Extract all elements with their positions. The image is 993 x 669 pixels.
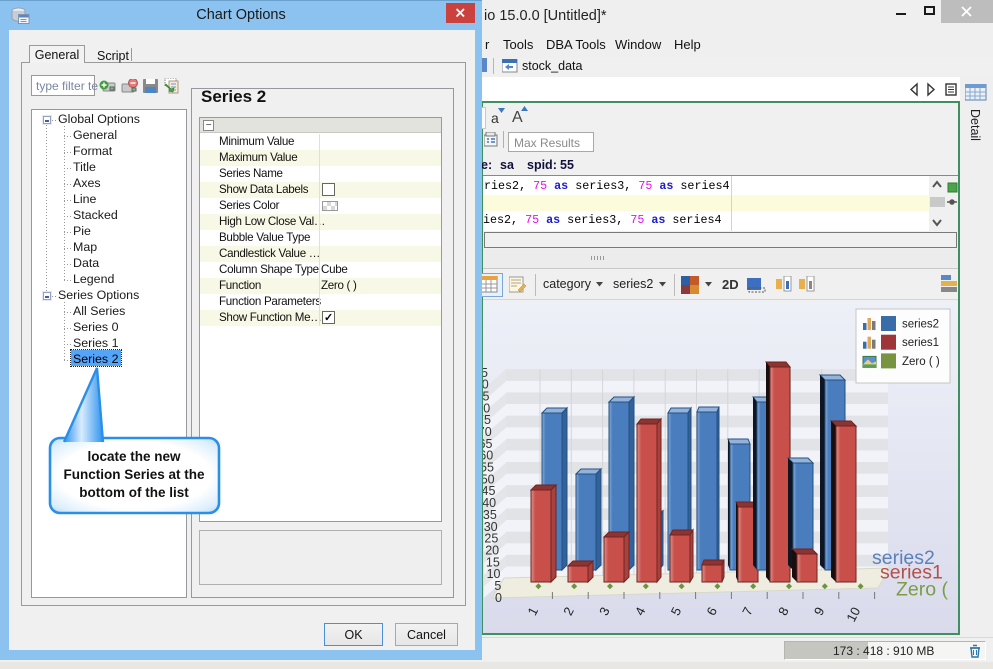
svg-text:4: 4 [632,605,649,618]
svg-text:series1: series1 [902,337,939,349]
svg-text:Zero ( ): Zero ( ) [902,356,940,368]
svg-text:Function Series at the: Function Series at the [63,467,205,482]
svg-text:6: 6 [703,605,720,618]
svg-text:locate the new: locate the new [87,449,181,464]
svg-text:5: 5 [494,579,501,593]
svg-text:75: 75 [483,413,491,427]
svg-text:series2: series2 [872,547,935,569]
svg-text:45: 45 [483,484,495,498]
svg-text:3: 3 [596,605,613,618]
svg-text:70: 70 [483,425,492,439]
svg-text:7: 7 [739,605,756,618]
svg-text:20: 20 [485,543,499,557]
svg-text:40: 40 [483,496,496,510]
svg-text:series1: series1 [880,562,943,584]
svg-text:8: 8 [775,605,792,618]
svg-text:Zero (: Zero ( [896,579,949,601]
svg-text:85: 85 [483,390,490,404]
svg-text:35: 35 [483,508,497,522]
svg-text:90: 90 [483,378,489,392]
svg-text:60: 60 [483,449,493,463]
svg-text:55: 55 [483,461,494,475]
svg-text:50: 50 [483,472,495,486]
svg-text:10: 10 [843,605,863,625]
svg-text:series2: series2 [902,319,939,331]
svg-text:2: 2 [560,605,577,618]
svg-text:bottom of the list: bottom of the list [79,485,189,500]
svg-text:0: 0 [495,591,502,605]
svg-text:65: 65 [483,437,492,451]
svg-text:25: 25 [484,532,498,546]
svg-text:1: 1 [524,605,541,618]
svg-text:9: 9 [811,605,828,618]
svg-text:95: 95 [483,366,488,380]
svg-text:80: 80 [483,401,490,415]
svg-text:5: 5 [668,605,685,618]
svg-text:10: 10 [487,567,501,581]
svg-text:15: 15 [486,555,500,569]
svg-text:30: 30 [484,520,498,534]
